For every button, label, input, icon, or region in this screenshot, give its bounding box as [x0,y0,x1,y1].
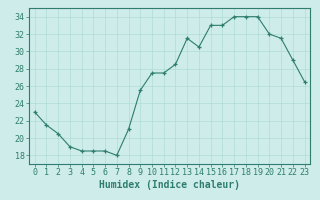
X-axis label: Humidex (Indice chaleur): Humidex (Indice chaleur) [99,180,240,190]
